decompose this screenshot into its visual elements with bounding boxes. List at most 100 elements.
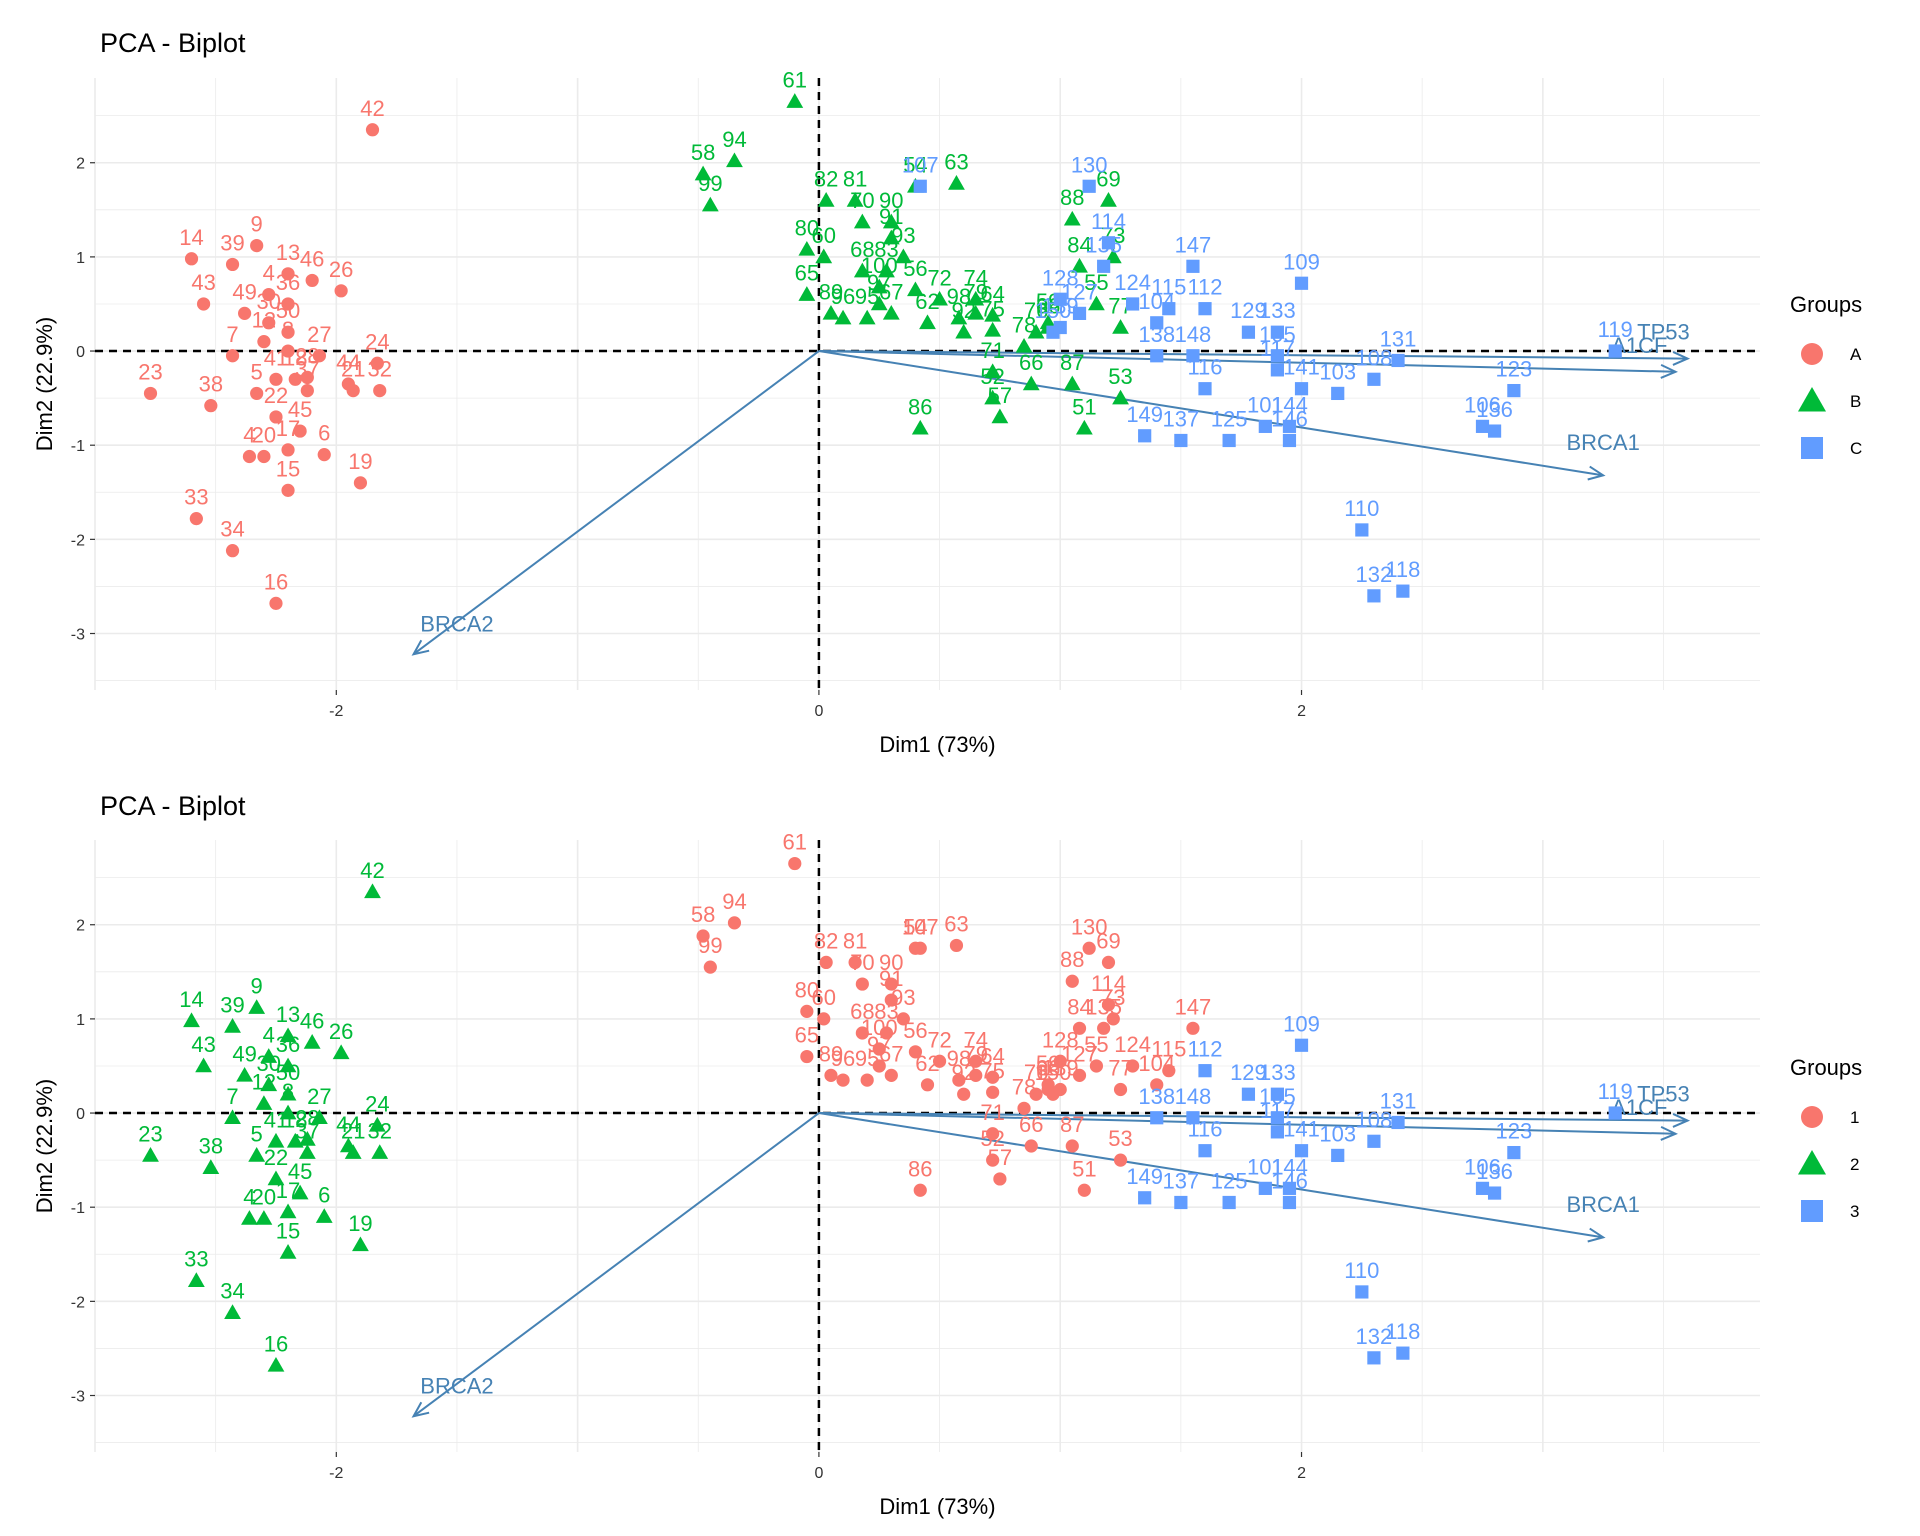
point-label: 55	[1084, 1032, 1108, 1057]
legend-key	[1798, 387, 1826, 412]
data-point	[1270, 363, 1284, 377]
loading-arrow-brca2	[412, 350, 820, 656]
point-label: 39	[220, 992, 244, 1017]
data-point	[202, 1159, 220, 1174]
point-label: 82	[814, 928, 838, 953]
point-label: 6	[318, 421, 330, 446]
data-point	[1222, 1195, 1236, 1210]
data-point	[1391, 353, 1405, 368]
point-label: 110	[1344, 496, 1379, 521]
data-point	[298, 1144, 316, 1159]
x-axis-label: Dim1 (73%)	[879, 732, 995, 757]
data-point	[1241, 1087, 1256, 1101]
point-label: 131	[1380, 1088, 1417, 1113]
data-point	[986, 1070, 1000, 1084]
point-label: 99	[698, 933, 722, 958]
point-label: 125	[1211, 1168, 1248, 1193]
point-label: 76	[1024, 298, 1048, 323]
point-label: 44	[336, 1112, 360, 1137]
point-label: 27	[307, 1084, 331, 1109]
data-point	[879, 1026, 894, 1040]
point-label: 5	[251, 1121, 263, 1146]
data-point	[1258, 419, 1272, 433]
data-point	[238, 306, 252, 320]
point-label: 133	[1259, 1060, 1296, 1085]
data-point	[1475, 1181, 1490, 1195]
legend-label: 1	[1850, 1108, 1859, 1127]
point-label: 93	[891, 985, 915, 1010]
point-label: 72	[927, 1027, 951, 1052]
point-label: 41	[264, 1107, 288, 1132]
point-label: 106	[1464, 1154, 1501, 1179]
point-label: 100	[861, 1015, 898, 1040]
data-point	[1282, 433, 1297, 448]
data-point	[305, 273, 319, 288]
y-tick-label: 2	[76, 156, 85, 173]
point-label: 80	[795, 215, 819, 240]
data-point	[969, 1068, 983, 1082]
point-label: 30	[256, 1051, 280, 1076]
data-point	[286, 1132, 304, 1148]
data-point	[1097, 259, 1111, 273]
data-point	[262, 316, 276, 330]
data-point	[279, 1085, 297, 1101]
point-label: 44	[336, 350, 360, 375]
point-label: 76	[1024, 1060, 1048, 1085]
point-label: 119	[1598, 317, 1633, 342]
data-point	[1186, 259, 1200, 273]
point-label: 123	[1496, 357, 1533, 382]
data-point	[1294, 1144, 1309, 1158]
point-label: 22	[264, 383, 288, 408]
data-point	[1198, 302, 1212, 316]
data-point	[1029, 1087, 1043, 1101]
data-point	[1186, 1021, 1200, 1035]
data-point	[1027, 323, 1045, 339]
point-label: 93	[891, 223, 915, 248]
data-point	[986, 1127, 1000, 1141]
data-point	[908, 1045, 923, 1059]
data-point	[1075, 419, 1093, 435]
point-label: 132	[1356, 562, 1393, 587]
data-point	[1331, 1148, 1345, 1163]
data-point	[279, 1243, 297, 1259]
data-point	[1282, 1195, 1297, 1210]
point-label: 12	[252, 308, 276, 333]
point-label: 53	[1108, 364, 1132, 389]
data-point	[1150, 349, 1164, 363]
data-point	[225, 544, 240, 558]
x-tick-label: -2	[329, 703, 343, 720]
legend-label: 2	[1850, 1155, 1859, 1174]
point-label: 118	[1385, 1319, 1420, 1344]
data-point	[800, 1049, 814, 1064]
point-label: 36	[276, 270, 300, 295]
point-label: 63	[944, 911, 968, 936]
point-label: 104	[1138, 289, 1175, 314]
data-point	[694, 165, 712, 181]
data-point	[187, 1272, 205, 1287]
data-point	[1241, 325, 1256, 339]
point-label: 137	[1163, 1168, 1200, 1193]
point-label: 26	[329, 257, 353, 282]
data-point	[855, 1026, 869, 1040]
data-point	[884, 1068, 898, 1082]
point-label: 69	[1096, 166, 1120, 191]
point-label: 88	[1060, 947, 1084, 972]
point-label: 75	[980, 1058, 1004, 1083]
data-point	[1396, 1346, 1410, 1360]
point-label: 80	[795, 977, 819, 1002]
data-point	[920, 1078, 935, 1092]
data-point	[788, 856, 802, 871]
point-label: 58	[691, 902, 715, 927]
data-point	[352, 1236, 369, 1252]
point-label: 54	[903, 914, 927, 939]
legend-key	[1801, 343, 1823, 365]
point-label: 67	[879, 279, 903, 304]
point-label: 139	[1042, 294, 1079, 319]
point-label: 12	[252, 1070, 276, 1095]
point-label: 91	[879, 966, 903, 991]
point-label: 67	[879, 1041, 903, 1066]
data-point	[991, 408, 1009, 424]
data-point	[1294, 1038, 1309, 1052]
data-point	[346, 383, 360, 398]
data-point	[250, 238, 264, 253]
